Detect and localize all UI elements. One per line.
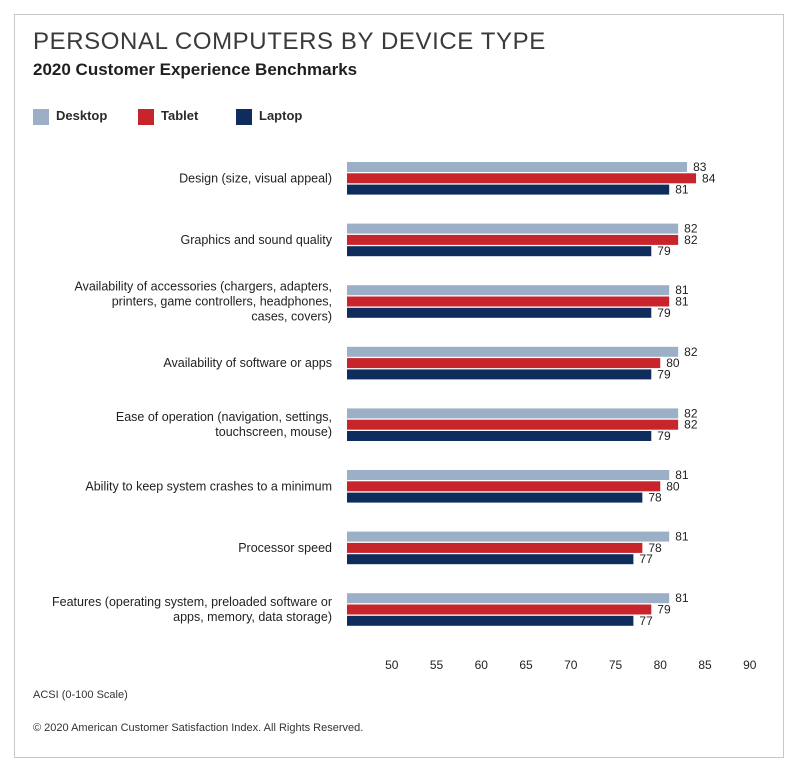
bar-tablet — [347, 481, 661, 492]
category-label: Features (operating system, preloaded so… — [52, 595, 332, 609]
bar-desktop — [347, 285, 670, 296]
legend-swatch-tablet — [138, 109, 154, 125]
bar-desktop — [347, 593, 670, 604]
x-tick-label: 80 — [654, 658, 668, 672]
chart-title: PERSONAL COMPUTERS BY DEVICE TYPE — [33, 28, 546, 55]
x-tick-label: 70 — [564, 658, 578, 672]
category-label: cases, covers) — [251, 310, 332, 324]
data-label: 81 — [675, 183, 689, 197]
data-label: 81 — [675, 530, 689, 544]
category-label: touchscreen, mouse) — [215, 425, 332, 439]
category-label: apps, memory, data storage) — [173, 610, 332, 624]
bar-laptop — [347, 554, 634, 565]
data-label: 80 — [666, 479, 680, 493]
x-tick-label: 60 — [475, 658, 489, 672]
x-tick-label: 50 — [385, 658, 399, 672]
data-label: 79 — [657, 244, 671, 258]
x-tick-label: 85 — [698, 658, 712, 672]
bar-laptop — [347, 615, 634, 626]
bar-laptop — [347, 307, 652, 318]
data-label: 81 — [675, 283, 689, 297]
legend-label-laptop: Laptop — [259, 108, 303, 123]
legend-label-tablet: Tablet — [161, 108, 199, 123]
scale-note: ACSI (0-100 Scale) — [33, 689, 128, 701]
bar-desktop — [347, 408, 679, 419]
bar-laptop — [347, 369, 652, 380]
bar-tablet — [347, 234, 679, 245]
data-label: 79 — [657, 306, 671, 320]
legend-swatch-desktop — [33, 109, 49, 125]
x-tick-label: 75 — [609, 658, 623, 672]
bar-laptop — [347, 431, 652, 441]
x-tick-label: 90 — [743, 658, 757, 672]
data-label: 82 — [684, 418, 698, 432]
copyright-notice: © 2020 American Customer Satisfaction In… — [33, 722, 364, 734]
data-label: 82 — [684, 406, 698, 420]
data-label: 82 — [684, 222, 698, 236]
bar-desktop — [347, 470, 670, 480]
data-label: 82 — [684, 345, 698, 359]
data-label: 79 — [657, 603, 671, 617]
bar-tablet — [347, 173, 697, 184]
bar-tablet — [347, 358, 661, 369]
category-label: Graphics and sound quality — [181, 233, 333, 247]
data-label: 81 — [675, 295, 689, 309]
bar-tablet — [347, 419, 679, 430]
data-label: 77 — [639, 552, 653, 566]
bar-desktop — [347, 162, 688, 172]
bar-desktop — [347, 531, 670, 542]
bar-tablet — [347, 604, 652, 615]
chart-frame — [14, 14, 784, 758]
bar-laptop — [347, 492, 643, 503]
data-label: 81 — [675, 591, 689, 605]
data-label: 79 — [657, 429, 671, 443]
legend-swatch-laptop — [236, 109, 252, 125]
data-label: 82 — [684, 233, 698, 247]
category-label: printers, game controllers, headphones, — [112, 295, 332, 309]
x-tick-label: 65 — [519, 658, 533, 672]
category-label: Ability to keep system crashes to a mini… — [85, 479, 332, 493]
data-label: 83 — [693, 160, 707, 174]
bar-desktop — [347, 346, 679, 357]
bar-laptop — [347, 184, 670, 195]
data-label: 84 — [702, 171, 716, 185]
category-label: Processor speed — [238, 541, 332, 555]
bar-tablet — [347, 542, 643, 553]
bar-tablet — [347, 296, 670, 307]
category-label: Ease of operation (navigation, settings, — [116, 410, 332, 424]
data-label: 81 — [675, 468, 689, 482]
bar-laptop — [347, 246, 652, 257]
data-label: 78 — [648, 541, 662, 555]
data-label: 77 — [639, 614, 653, 628]
x-tick-label: 55 — [430, 658, 444, 672]
bar-desktop — [347, 223, 679, 234]
category-label: Availability of accessories (chargers, a… — [74, 280, 332, 294]
chart-subtitle: 2020 Customer Experience Benchmarks — [33, 60, 358, 79]
data-label: 79 — [657, 367, 671, 381]
legend-label-desktop: Desktop — [56, 108, 108, 123]
category-label: Availability of software or apps — [163, 356, 332, 370]
category-label: Design (size, visual appeal) — [179, 171, 332, 185]
data-label: 80 — [666, 356, 680, 370]
data-label: 78 — [648, 491, 662, 505]
